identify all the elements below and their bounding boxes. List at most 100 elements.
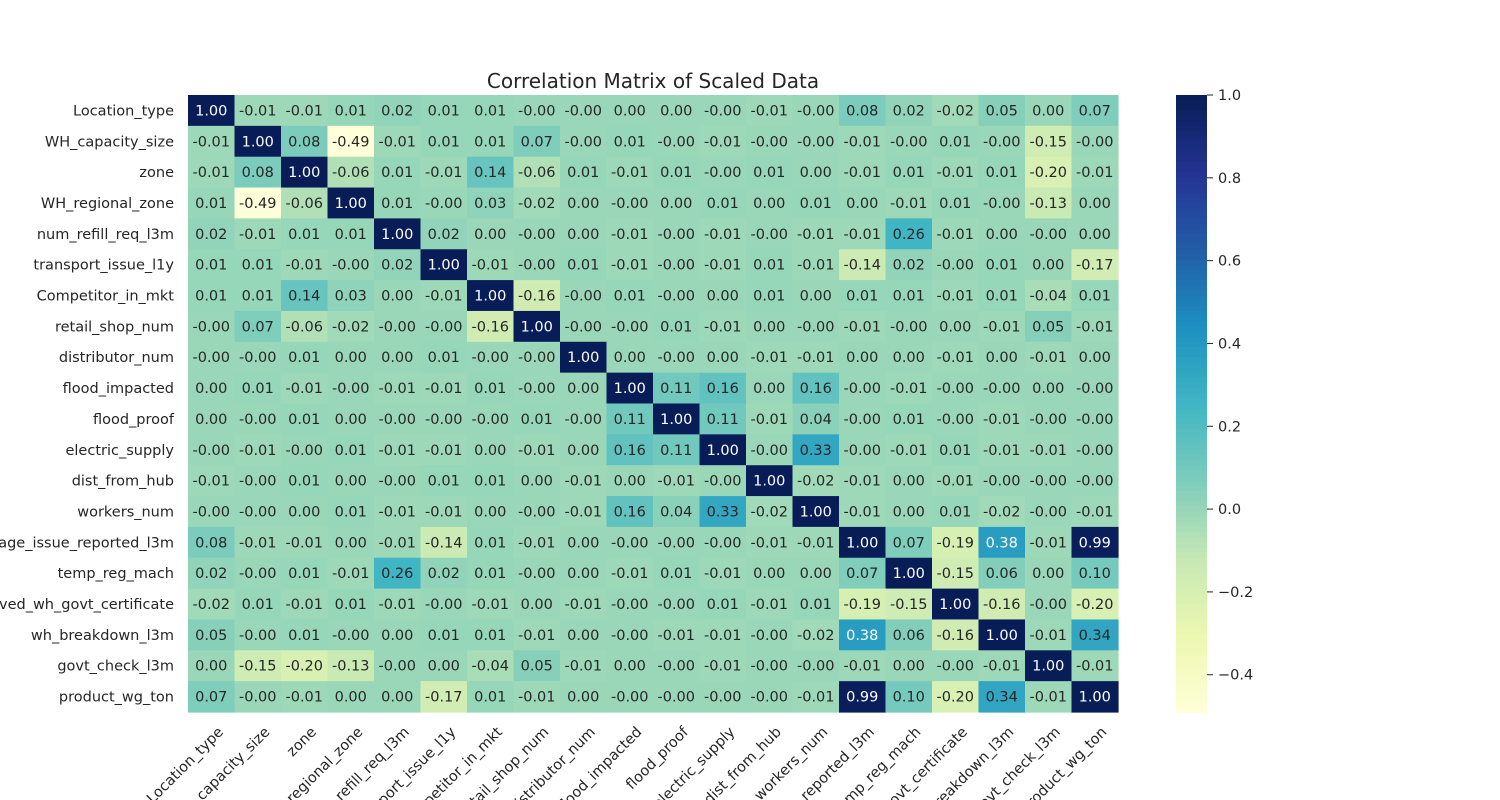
heatmap-cell	[978, 249, 1026, 281]
cell-value-label: 0.01	[474, 690, 506, 706]
heatmap-cell	[606, 187, 654, 219]
heatmap-cell	[281, 280, 329, 312]
cell-value-label: -0.00	[983, 196, 1021, 212]
cell-value-label: -0.20	[1029, 165, 1067, 181]
heatmap-cell	[374, 557, 422, 590]
heatmap-cell	[932, 249, 980, 281]
cell-value-label: -0.01	[1029, 690, 1067, 706]
colorbar-segment	[1176, 429, 1207, 436]
cell-value-label: -0.00	[192, 504, 230, 520]
heatmap-cell	[699, 650, 747, 682]
heatmap-cell	[1025, 218, 1073, 250]
heatmap-cell	[1071, 95, 1119, 127]
cell-value-label: -0.00	[239, 628, 277, 644]
heatmap-cell	[560, 588, 608, 621]
heatmap-cell	[978, 526, 1026, 559]
heatmap-cell	[420, 280, 468, 312]
cell-value-label: -0.13	[1029, 196, 1067, 212]
cell-value-label: -0.01	[936, 474, 974, 490]
cell-value-label: -0.01	[425, 381, 463, 397]
cell-value-label: -0.06	[285, 319, 323, 335]
heatmap-cell	[699, 125, 747, 158]
heatmap-cell	[467, 341, 515, 374]
heatmap-cell	[560, 496, 608, 528]
heatmap-cells	[188, 95, 1119, 713]
heatmap-cell	[885, 280, 933, 312]
cell-value-label: 0.01	[800, 597, 832, 613]
cell-value-label: 0.03	[474, 196, 506, 212]
cell-value-label: -0.00	[704, 690, 742, 706]
cell-value-label: 1.00	[893, 566, 925, 582]
cell-value-label: -0.01	[425, 443, 463, 459]
heatmap-cell	[281, 310, 329, 343]
cell-value-label: -0.00	[936, 381, 974, 397]
heatmap-cell	[885, 496, 933, 528]
cell-value-label: 0.01	[335, 597, 367, 613]
cell-value-label: 0.99	[846, 690, 878, 706]
heatmap-cell	[281, 125, 329, 158]
heatmap-cell	[234, 280, 282, 312]
cell-value-label: 0.01	[567, 258, 599, 274]
heatmap-cell	[513, 465, 561, 497]
cell-value-label: -0.01	[843, 319, 881, 335]
heatmap-cell	[1071, 218, 1119, 250]
cell-value-label: 0.01	[428, 134, 460, 150]
cell-value-label: 0.00	[614, 350, 646, 366]
heatmap-cell	[327, 434, 375, 466]
cell-value-label: 1.00	[567, 350, 599, 366]
cell-value-label: -0.00	[657, 597, 695, 613]
cell-value-label: -0.01	[704, 227, 742, 243]
colorbar-segment	[1176, 588, 1207, 595]
cell-value-label: 0.01	[474, 474, 506, 490]
heatmap-cell	[792, 588, 840, 621]
colorbar-segment	[1176, 280, 1207, 287]
cell-value-label: 0.02	[381, 258, 413, 274]
heatmap-cell	[374, 372, 422, 405]
cell-value-label: 0.00	[381, 289, 413, 305]
colorbar-tick-label: 0.0	[1218, 502, 1241, 518]
heatmap-cell	[746, 95, 794, 127]
heatmap-annotations: 1.00 -0.01 -0.01 0.01 0.02 0.01 0.01 -0.00 -0.00…	[192, 103, 1113, 705]
heatmap-cell	[699, 310, 747, 343]
cell-value-label: -0.00	[239, 566, 277, 582]
colorbar-segment	[1176, 465, 1207, 472]
cell-value-label: 0.11	[614, 412, 646, 428]
cell-value-label: -0.02	[518, 196, 556, 212]
colorbar-segment	[1176, 424, 1207, 431]
heatmap-cell	[420, 95, 468, 127]
cell-value-label: 0.01	[428, 474, 460, 490]
cell-value-label: -0.15	[1029, 134, 1067, 150]
cell-value-label: -0.00	[1076, 443, 1114, 459]
colorbar-segment	[1176, 686, 1207, 693]
cell-value-label: -0.01	[890, 381, 928, 397]
heatmap-cell	[932, 465, 980, 497]
heatmap-cell	[467, 249, 515, 281]
cell-value-label: -0.00	[518, 504, 556, 520]
row-label: product_wg_ton	[59, 690, 174, 706]
heatmap-cell	[792, 619, 840, 651]
cell-value-label: 0.33	[707, 504, 739, 520]
colorbar-segment	[1176, 105, 1207, 112]
cell-value-label: 0.01	[428, 350, 460, 366]
heatmap-cell	[1071, 588, 1119, 621]
heatmap-cell	[839, 619, 887, 651]
heatmap-cell	[234, 557, 282, 590]
colorbar-segment	[1176, 398, 1207, 405]
cell-value-label: -0.01	[192, 134, 230, 150]
heatmap-cell	[978, 588, 1026, 621]
heatmap-cell	[234, 403, 282, 435]
cell-value-label: -0.00	[983, 381, 1021, 397]
heatmap-cell	[234, 125, 282, 158]
cell-value-label: 0.00	[1079, 196, 1111, 212]
heatmap-cell	[374, 465, 422, 497]
heatmap-cell	[839, 434, 887, 466]
heatmap-cell	[560, 125, 608, 158]
cell-value-label: 0.00	[567, 566, 599, 582]
cell-value-label: -0.00	[518, 566, 556, 582]
heatmap-cell	[420, 681, 468, 713]
cell-value-label: 0.00	[195, 659, 227, 675]
heatmap-cell	[467, 95, 515, 127]
cell-value-label: 0.08	[242, 165, 274, 181]
heatmap-cell	[234, 526, 282, 559]
heatmap-cell	[699, 619, 747, 651]
